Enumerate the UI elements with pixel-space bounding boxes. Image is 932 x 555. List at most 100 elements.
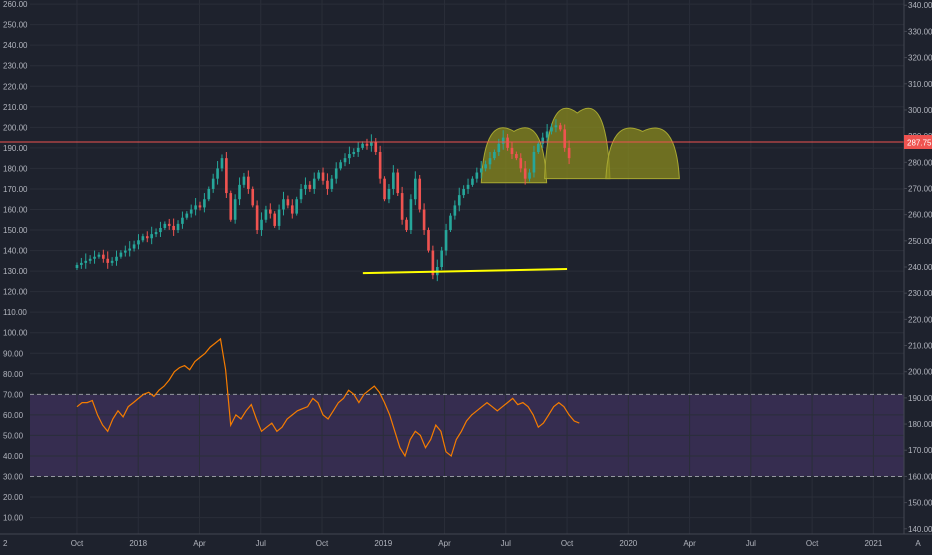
candle[interactable] [554, 119, 558, 133]
candle[interactable] [422, 203, 426, 235]
candle[interactable] [119, 250, 123, 259]
candle[interactable] [150, 226, 153, 245]
candle[interactable] [466, 178, 470, 194]
candle[interactable] [172, 218, 175, 236]
candle[interactable] [396, 168, 400, 197]
candle[interactable] [225, 151, 228, 198]
candle[interactable] [312, 172, 316, 194]
candle[interactable] [295, 196, 298, 216]
candle[interactable] [545, 124, 549, 144]
candle[interactable] [479, 161, 483, 179]
candle[interactable] [97, 252, 101, 259]
candle[interactable] [268, 203, 272, 219]
pattern-shoulder[interactable] [605, 127, 680, 180]
candle[interactable] [326, 173, 329, 195]
candle[interactable] [317, 170, 320, 181]
candle[interactable] [229, 190, 233, 222]
candle[interactable] [238, 177, 241, 206]
candle[interactable] [145, 231, 149, 243]
candle[interactable] [194, 197, 197, 216]
candle[interactable] [115, 250, 118, 266]
candle[interactable] [264, 205, 268, 223]
candle[interactable] [321, 167, 325, 185]
candle[interactable] [510, 141, 514, 159]
candle[interactable] [102, 249, 105, 263]
candle[interactable] [365, 138, 369, 150]
support-trendline[interactable] [362, 268, 568, 275]
candle[interactable] [370, 134, 373, 152]
candle[interactable] [247, 170, 250, 194]
candle[interactable] [163, 221, 167, 230]
candle[interactable] [93, 250, 96, 264]
candle[interactable] [176, 220, 180, 233]
candle[interactable] [471, 176, 474, 187]
candle[interactable] [286, 195, 290, 209]
candle[interactable] [216, 161, 219, 185]
candle[interactable] [558, 122, 562, 132]
candle[interactable] [110, 257, 114, 266]
candle[interactable] [255, 200, 259, 234]
candle[interactable] [290, 199, 294, 219]
candle[interactable] [154, 228, 158, 238]
candle[interactable] [444, 223, 448, 256]
candle[interactable] [299, 184, 303, 204]
candle[interactable] [282, 191, 285, 216]
candle[interactable] [550, 123, 553, 135]
candle[interactable] [339, 159, 342, 171]
candle[interactable] [413, 171, 417, 206]
pattern-head[interactable] [544, 107, 611, 180]
candle[interactable] [106, 251, 110, 269]
candle[interactable] [88, 255, 92, 264]
candle[interactable] [484, 160, 487, 172]
candle[interactable] [273, 211, 277, 228]
candle[interactable] [457, 187, 461, 212]
candle[interactable] [132, 240, 136, 252]
candle[interactable] [488, 151, 492, 170]
candle[interactable] [185, 211, 189, 220]
candle[interactable] [431, 245, 435, 280]
candle[interactable] [308, 181, 312, 192]
candle[interactable] [378, 145, 382, 184]
candlestick-series[interactable] [75, 119, 571, 282]
candle[interactable] [532, 145, 536, 178]
candle[interactable] [75, 262, 79, 270]
candle[interactable] [453, 200, 457, 220]
candle[interactable] [563, 124, 567, 152]
candle[interactable] [211, 173, 215, 193]
right-price-axis[interactable]: 340.00330.00320.00310.00300.00290.00280.… [904, 1, 932, 534]
candle[interactable] [427, 227, 430, 253]
candle[interactable] [123, 245, 127, 257]
candle[interactable] [523, 161, 527, 185]
pattern-shoulder[interactable] [480, 127, 548, 184]
candle[interactable] [392, 165, 395, 195]
candle[interactable] [519, 153, 523, 173]
candle[interactable] [515, 151, 518, 161]
candle[interactable] [361, 141, 364, 150]
candle[interactable] [304, 177, 307, 195]
candle[interactable] [528, 168, 531, 182]
candle[interactable] [449, 213, 452, 233]
candle[interactable] [159, 221, 162, 238]
candle[interactable] [418, 174, 422, 213]
candle[interactable] [84, 253, 88, 269]
candle[interactable] [80, 257, 83, 269]
rsi-line[interactable] [76, 337, 580, 458]
candle[interactable] [277, 204, 281, 230]
candle[interactable] [167, 218, 171, 230]
candle[interactable] [537, 141, 540, 154]
candle[interactable] [405, 217, 408, 233]
candle[interactable] [475, 167, 479, 183]
candle[interactable] [242, 172, 246, 188]
candle[interactable] [330, 174, 334, 192]
candle[interactable] [348, 146, 351, 165]
candle[interactable] [440, 246, 443, 270]
candle[interactable] [493, 149, 496, 161]
candle[interactable] [567, 140, 571, 165]
candle[interactable] [462, 185, 465, 199]
candle[interactable] [343, 153, 347, 167]
candle[interactable] [356, 141, 360, 157]
candle[interactable] [203, 193, 206, 213]
candle[interactable] [251, 186, 255, 208]
candle[interactable] [181, 211, 184, 229]
